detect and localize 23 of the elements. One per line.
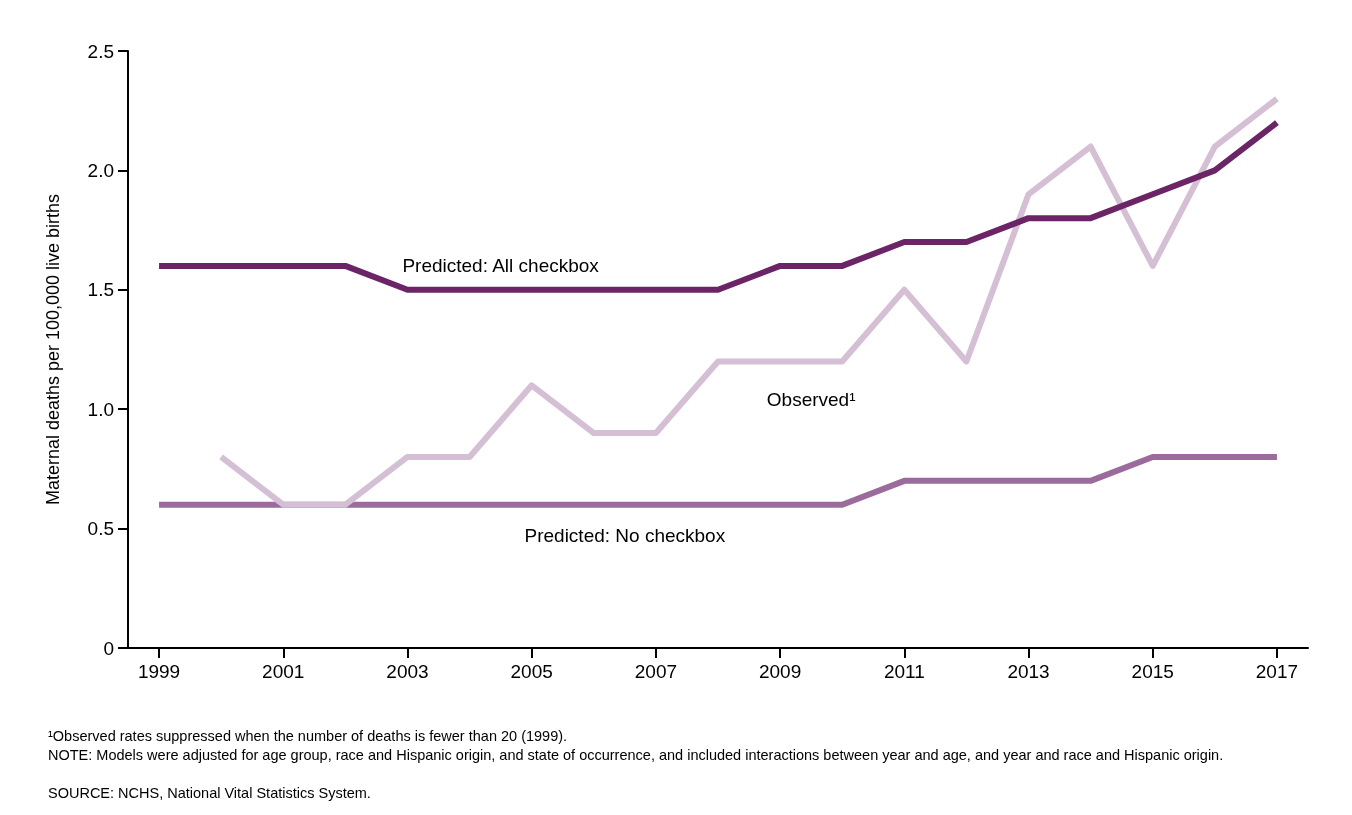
x-tick-label: 2013 [1007,661,1050,682]
series-label: Observed¹ [766,389,856,411]
y-tick-label: 2.0 [87,159,114,181]
y-tick-label: 0.5 [87,518,114,540]
x-tick-label: 2017 [1255,661,1299,682]
y-tick-label: 0 [103,637,114,659]
y-tick-label: 2.5 [87,40,114,62]
series-label: Predicted: No checkbox [524,525,726,547]
series-label: Predicted: All checkbox [402,255,600,277]
x-tick-label: 2007 [634,661,678,682]
source-note: SOURCE: NCHS, National Vital Statistics System. [48,784,371,801]
x-tick-label: 2015 [1131,661,1174,682]
text: ¹Observed rates suppressed when the number of deaths is fewer than 20 (1999). [48,727,568,744]
y-tick-label: 1.5 [87,279,114,301]
x-tick-label: 2001 [262,661,305,682]
text: NOTE: Models were adjusted for age group, race and Hispanic origin, and state of occurrence, and included interactions between year and age, and year and race and Hispanic origin. [48,746,1224,763]
x-tick-label: 1999 [137,661,181,682]
x-tick-label: 2011 [883,661,925,682]
y-tick-label: 1.0 [87,398,114,420]
x-tick-label: 2003 [386,661,429,682]
x-tick-label: 2009 [758,661,802,682]
x-tick-label: 2005 [510,661,553,682]
y-axis-title: Maternal deaths per 100,000 live births [43,193,63,506]
